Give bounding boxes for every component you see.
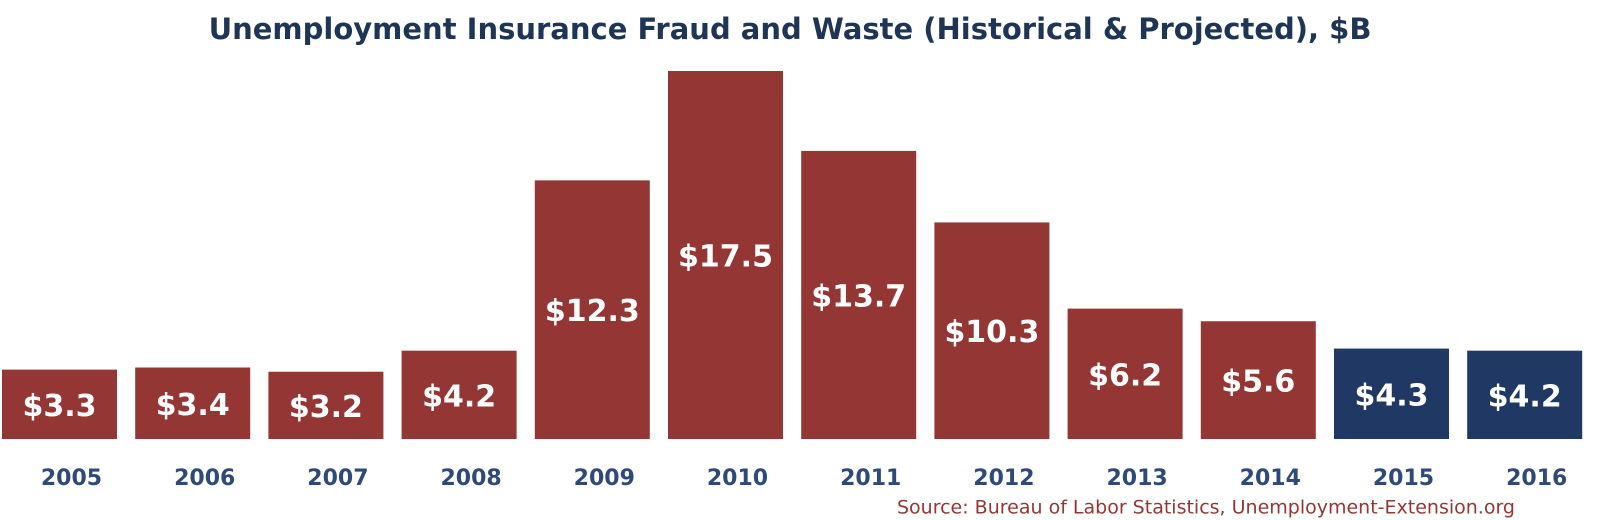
x-tick-label: 2012 [973, 466, 1034, 491]
value-label: $3.4 [156, 388, 230, 423]
value-label: $12.3 [545, 294, 640, 329]
x-tick-label: 2014 [1240, 466, 1301, 491]
value-label: $10.3 [944, 315, 1039, 350]
x-tick-label: 2008 [440, 466, 501, 491]
bar [668, 71, 783, 439]
bar [401, 350, 517, 439]
bar [1067, 308, 1183, 439]
value-label: $4.2 [1488, 379, 1562, 414]
value-label: $4.3 [1354, 378, 1428, 413]
value-label: $4.2 [422, 379, 496, 414]
x-tick-label: 2015 [1373, 466, 1434, 491]
x-tick-label: 2010 [707, 466, 768, 491]
bar [268, 371, 384, 439]
source-note: Source: Bureau of Labor Statistics, Unem… [897, 497, 1515, 519]
bar [1467, 350, 1583, 439]
x-tick-label: 2011 [840, 466, 901, 491]
value-label: $13.7 [811, 279, 906, 314]
bar [1334, 348, 1449, 439]
x-tick-label: 2005 [41, 466, 102, 491]
value-label: $3.2 [289, 390, 363, 425]
bar [801, 150, 917, 439]
bar [934, 222, 1050, 439]
chart-title: Unemployment Insurance Fraud and Waste (… [209, 12, 1372, 46]
bar [135, 367, 251, 439]
x-tick-label: 2016 [1506, 466, 1567, 491]
bar [534, 180, 650, 439]
bar [1200, 321, 1316, 439]
bar [2, 369, 117, 439]
x-tick-label: 2013 [1106, 466, 1167, 491]
x-tick-label: 2007 [307, 466, 368, 491]
value-label: $3.3 [22, 389, 96, 424]
value-label: $5.6 [1221, 365, 1295, 400]
x-tick-label: 2009 [574, 466, 635, 491]
value-label: $17.5 [678, 240, 773, 275]
x-tick-label: 2006 [174, 466, 235, 491]
value-label: $6.2 [1088, 358, 1162, 393]
